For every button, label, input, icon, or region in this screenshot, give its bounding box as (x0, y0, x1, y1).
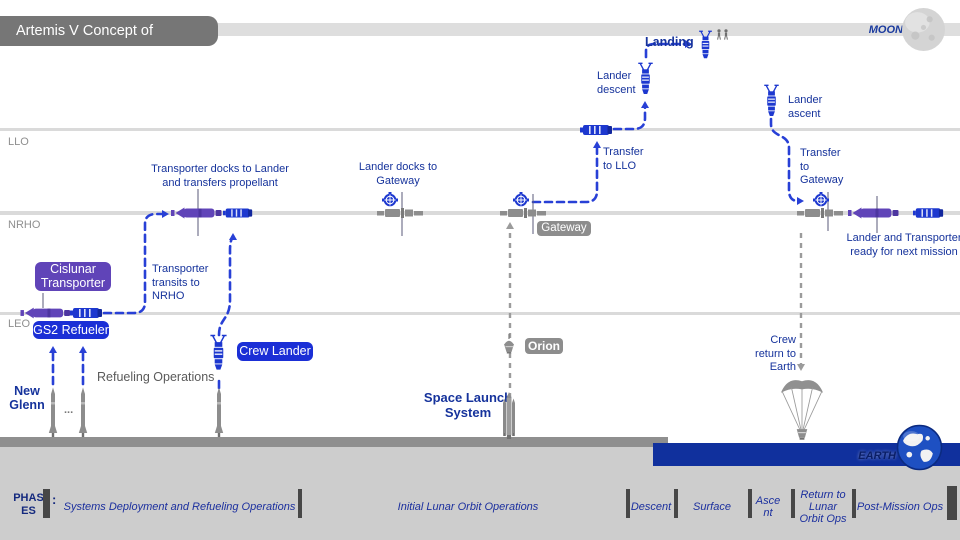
phase-divider (852, 489, 856, 518)
gateway-station-icon (500, 207, 546, 219)
lander-in-llo-icon (580, 123, 614, 137)
moon-label: MOON (868, 24, 903, 36)
orion-tag: Orion (525, 338, 563, 354)
landed-lander-icon (698, 30, 713, 61)
phase-divider (748, 489, 752, 518)
transporter-transits-label: Transporter transits to NRHO (152, 263, 209, 302)
next-mission-label: Lander and Transporter ready for next mi… (846, 232, 960, 258)
phase-surface: Surface (693, 501, 731, 513)
phases-heading-divider (43, 489, 50, 518)
docked-lander-icon (382, 192, 398, 208)
llo-orbit-line (0, 128, 960, 131)
docked-lander-icon (513, 192, 529, 208)
landing-label: Landing (645, 35, 694, 49)
phases-end-divider (947, 486, 957, 520)
transfer-to-llo-label: Transfer to LLO (603, 146, 644, 172)
phase-divider (674, 489, 678, 518)
leo-orbit-line (0, 312, 960, 315)
earth-ground-band (0, 437, 668, 447)
phase-divider (626, 489, 630, 518)
lunar-surface-band (140, 23, 960, 36)
earth-label: EARTH (858, 450, 896, 462)
new-glenn-label: New Glenn (9, 384, 45, 412)
transporter-docks-label: Transporter docks to Lander and transfer… (151, 163, 289, 189)
gs2-refueler-icon (70, 306, 104, 320)
page-title: Artemis V Concept of Operations (0, 16, 218, 69)
sls-label: Space Launch System (423, 390, 513, 420)
gateway-station-icon (377, 207, 423, 219)
lander-ready-icon (913, 206, 945, 220)
phase-return-lunar-orbit: Return to Lunar Orbit Ops (799, 489, 847, 525)
gateway-tag: Gateway (537, 221, 591, 236)
transporter-nrho-icon (170, 205, 223, 221)
ground-slope (555, 437, 668, 451)
crew-lander-icon (209, 333, 228, 374)
lander-docks-gateway-label: Lander docks to Gateway (358, 161, 438, 187)
astronauts-icon (715, 29, 731, 40)
ocean-band (653, 443, 960, 466)
nrho-label: NRHO (8, 219, 41, 231)
crew-lander-rocket-icon (214, 387, 224, 439)
refueling-ops-label: Refueling Operations (97, 370, 215, 384)
phase-ascent: Ascent (755, 495, 781, 519)
phase-systems-deployment: Systems Deployment and Refueling Operati… (63, 501, 296, 513)
ellipsis-label: ... (64, 404, 74, 416)
transporter-leo-icon (20, 305, 71, 321)
lander-ascent-icon (763, 84, 780, 119)
phases-colon: : (52, 492, 57, 507)
new-glenn-rocket-icon (78, 387, 88, 439)
lander-docked-nrho-icon (223, 206, 254, 220)
llo-label: LLO (8, 136, 29, 148)
lander-descent-label: Lander descent (597, 70, 636, 96)
docked-lander-icon (813, 192, 829, 208)
cislunar-transporter-tag: Cislunar Transporter (35, 262, 111, 291)
new-glenn-rocket-icon (48, 387, 58, 439)
parachute-capsule-icon (779, 373, 825, 447)
crew-return-label: Crew return to Earth (755, 334, 796, 373)
gateway-station-icon (797, 207, 843, 219)
transfer-to-gateway-label: Transfer to Gateway (800, 147, 844, 186)
sls-rocket-icon (501, 391, 517, 441)
gs2-refueler-tag: GS2 Refueler (33, 321, 109, 339)
transporter-ready-icon (847, 205, 900, 221)
crew-lander-tag: Crew Lander (237, 342, 313, 361)
phase-initial-lunar-orbit: Initial Lunar Orbit Operations (397, 501, 539, 513)
orion-capsule-icon (500, 334, 518, 354)
earth-icon (896, 424, 943, 471)
nrho-orbit-line (0, 211, 960, 215)
phase-post-mission: Post-Mission Ops (856, 501, 944, 513)
lander-descent-icon (637, 61, 654, 98)
phase-divider (298, 489, 302, 518)
moon-icon (901, 7, 946, 52)
leo-label: LEO (8, 318, 31, 330)
phase-divider (791, 489, 795, 518)
phases-heading: PHASES (13, 492, 44, 517)
lander-ascent-label: Lander ascent (788, 94, 823, 120)
phase-descent: Descent (630, 501, 672, 513)
